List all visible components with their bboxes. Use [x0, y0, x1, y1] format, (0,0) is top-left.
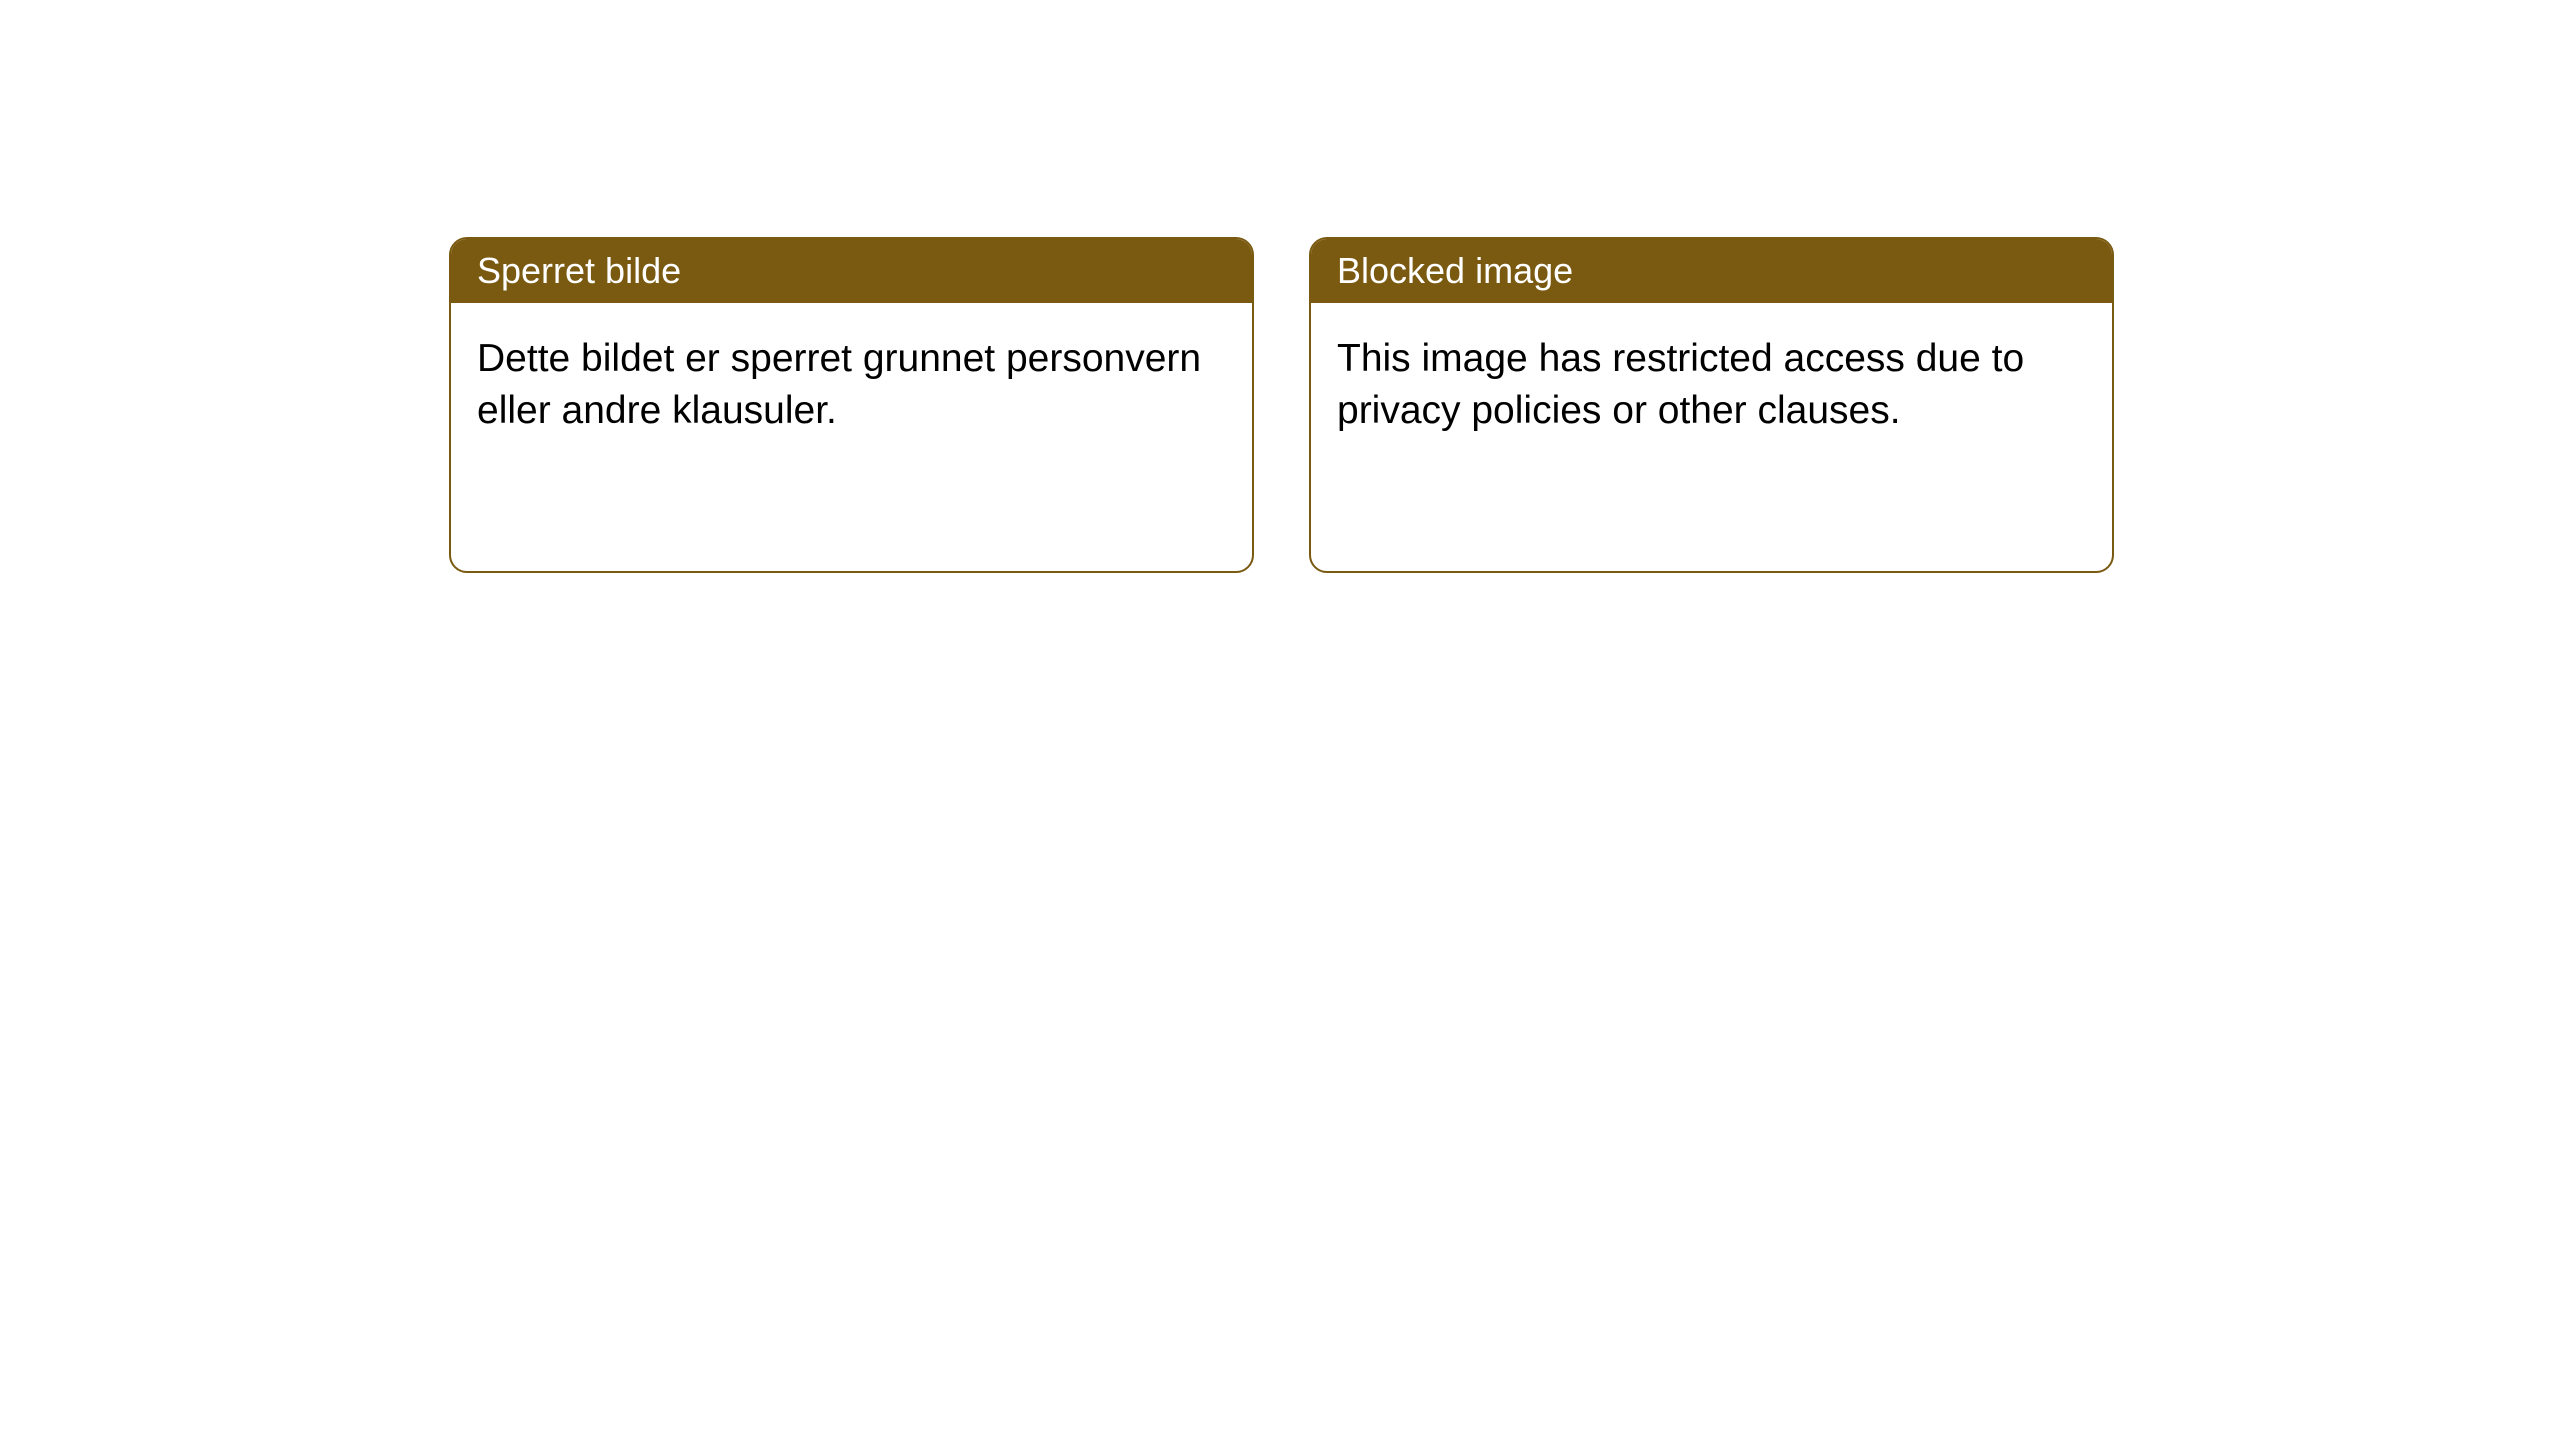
- notice-card-body: Dette bildet er sperret grunnet personve…: [451, 303, 1252, 467]
- notice-card-norwegian: Sperret bilde Dette bildet er sperret gr…: [449, 237, 1254, 573]
- notice-cards-container: Sperret bilde Dette bildet er sperret gr…: [449, 237, 2560, 573]
- notice-card-title: Blocked image: [1311, 239, 2112, 303]
- notice-card-english: Blocked image This image has restricted …: [1309, 237, 2114, 573]
- notice-card-title: Sperret bilde: [451, 239, 1252, 303]
- notice-card-body: This image has restricted access due to …: [1311, 303, 2112, 467]
